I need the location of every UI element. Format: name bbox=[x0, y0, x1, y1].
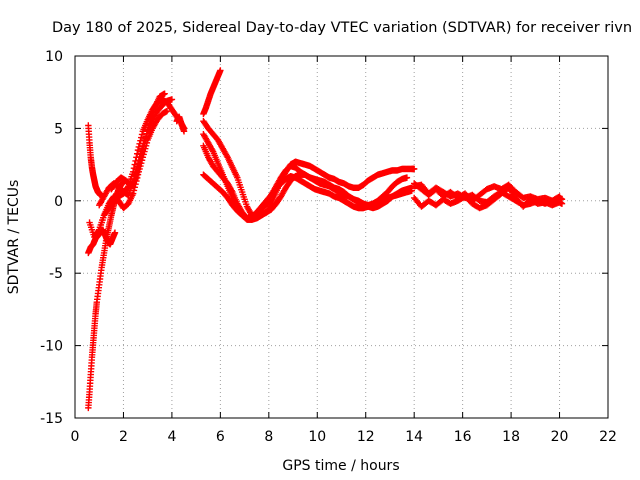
x-tick-label: 4 bbox=[167, 429, 176, 445]
data-point bbox=[168, 96, 176, 103]
y-tick-label: -5 bbox=[49, 266, 63, 282]
plot-points bbox=[85, 67, 566, 412]
data-point bbox=[161, 90, 168, 97]
y-tick-label: 5 bbox=[54, 121, 63, 137]
data-point bbox=[217, 67, 224, 74]
y-tick-labels: -15 -10 -5 0 5 10 bbox=[40, 49, 63, 427]
data-point bbox=[556, 193, 563, 200]
x-tick-label: 16 bbox=[454, 429, 472, 445]
x-tick-label: 0 bbox=[71, 429, 80, 445]
data-point bbox=[146, 121, 153, 128]
data-point bbox=[142, 136, 149, 144]
data-point bbox=[130, 187, 138, 194]
data-point bbox=[135, 163, 142, 170]
data-point bbox=[138, 131, 146, 138]
x-tick-label: 8 bbox=[264, 429, 273, 445]
data-point bbox=[111, 229, 119, 236]
data-point bbox=[410, 165, 418, 173]
data-point bbox=[138, 153, 145, 161]
data-point bbox=[555, 193, 562, 201]
grid bbox=[75, 56, 608, 418]
x-tick-label: 22 bbox=[599, 429, 617, 445]
series-spike_end bbox=[173, 113, 188, 135]
data-point bbox=[136, 160, 143, 167]
data-point bbox=[558, 200, 566, 207]
data-point bbox=[141, 140, 148, 147]
data-point bbox=[133, 172, 140, 180]
series-tail_c bbox=[410, 181, 563, 209]
data-point bbox=[131, 177, 138, 184]
data-point bbox=[408, 187, 415, 194]
series-rise_c bbox=[91, 107, 171, 245]
series-seg2_d bbox=[200, 130, 411, 223]
data-point bbox=[143, 130, 151, 137]
x-tick-label: 2 bbox=[119, 429, 128, 445]
data-point bbox=[139, 146, 147, 154]
data-point bbox=[163, 107, 171, 115]
x-tick-label: 12 bbox=[357, 429, 375, 445]
y-tick-label: 10 bbox=[45, 49, 63, 65]
series-spike_start bbox=[85, 122, 105, 199]
y-tick-label: -10 bbox=[40, 339, 63, 355]
data-point bbox=[403, 174, 411, 181]
y-tick-label: 0 bbox=[54, 194, 63, 210]
x-axis-label: GPS time / hours bbox=[282, 458, 399, 474]
x-tick-label: 10 bbox=[308, 429, 326, 445]
data-point bbox=[142, 133, 150, 141]
data-point bbox=[133, 169, 141, 177]
axis-ticks bbox=[74, 55, 609, 419]
x-tick-label: 6 bbox=[216, 429, 225, 445]
plot-frame bbox=[74, 55, 609, 419]
data-point bbox=[132, 175, 139, 183]
data-point bbox=[180, 128, 188, 135]
chart-title: Day 180 of 2025, Sidereal Day-to-day VTE… bbox=[52, 20, 632, 36]
data-point bbox=[140, 143, 147, 150]
data-point bbox=[131, 184, 138, 191]
x-tick-labels: 0 2 4 6 8 10 12 14 16 18 20 22 bbox=[71, 429, 617, 445]
data-point bbox=[129, 190, 137, 197]
series-seg2_spike bbox=[200, 67, 224, 118]
data-point bbox=[137, 157, 144, 164]
data-point bbox=[144, 127, 151, 134]
data-point bbox=[145, 124, 152, 131]
series-rise_d bbox=[108, 90, 168, 193]
x-tick-label: 14 bbox=[405, 429, 423, 445]
x-tick-label: 20 bbox=[551, 429, 569, 445]
data-point bbox=[138, 134, 145, 141]
y-tick-label: -15 bbox=[40, 411, 63, 427]
data-point bbox=[134, 166, 142, 173]
y-axis-label: SDTVAR / TECUs bbox=[6, 180, 22, 295]
data-point bbox=[138, 150, 146, 157]
x-tick-label: 18 bbox=[502, 429, 520, 445]
